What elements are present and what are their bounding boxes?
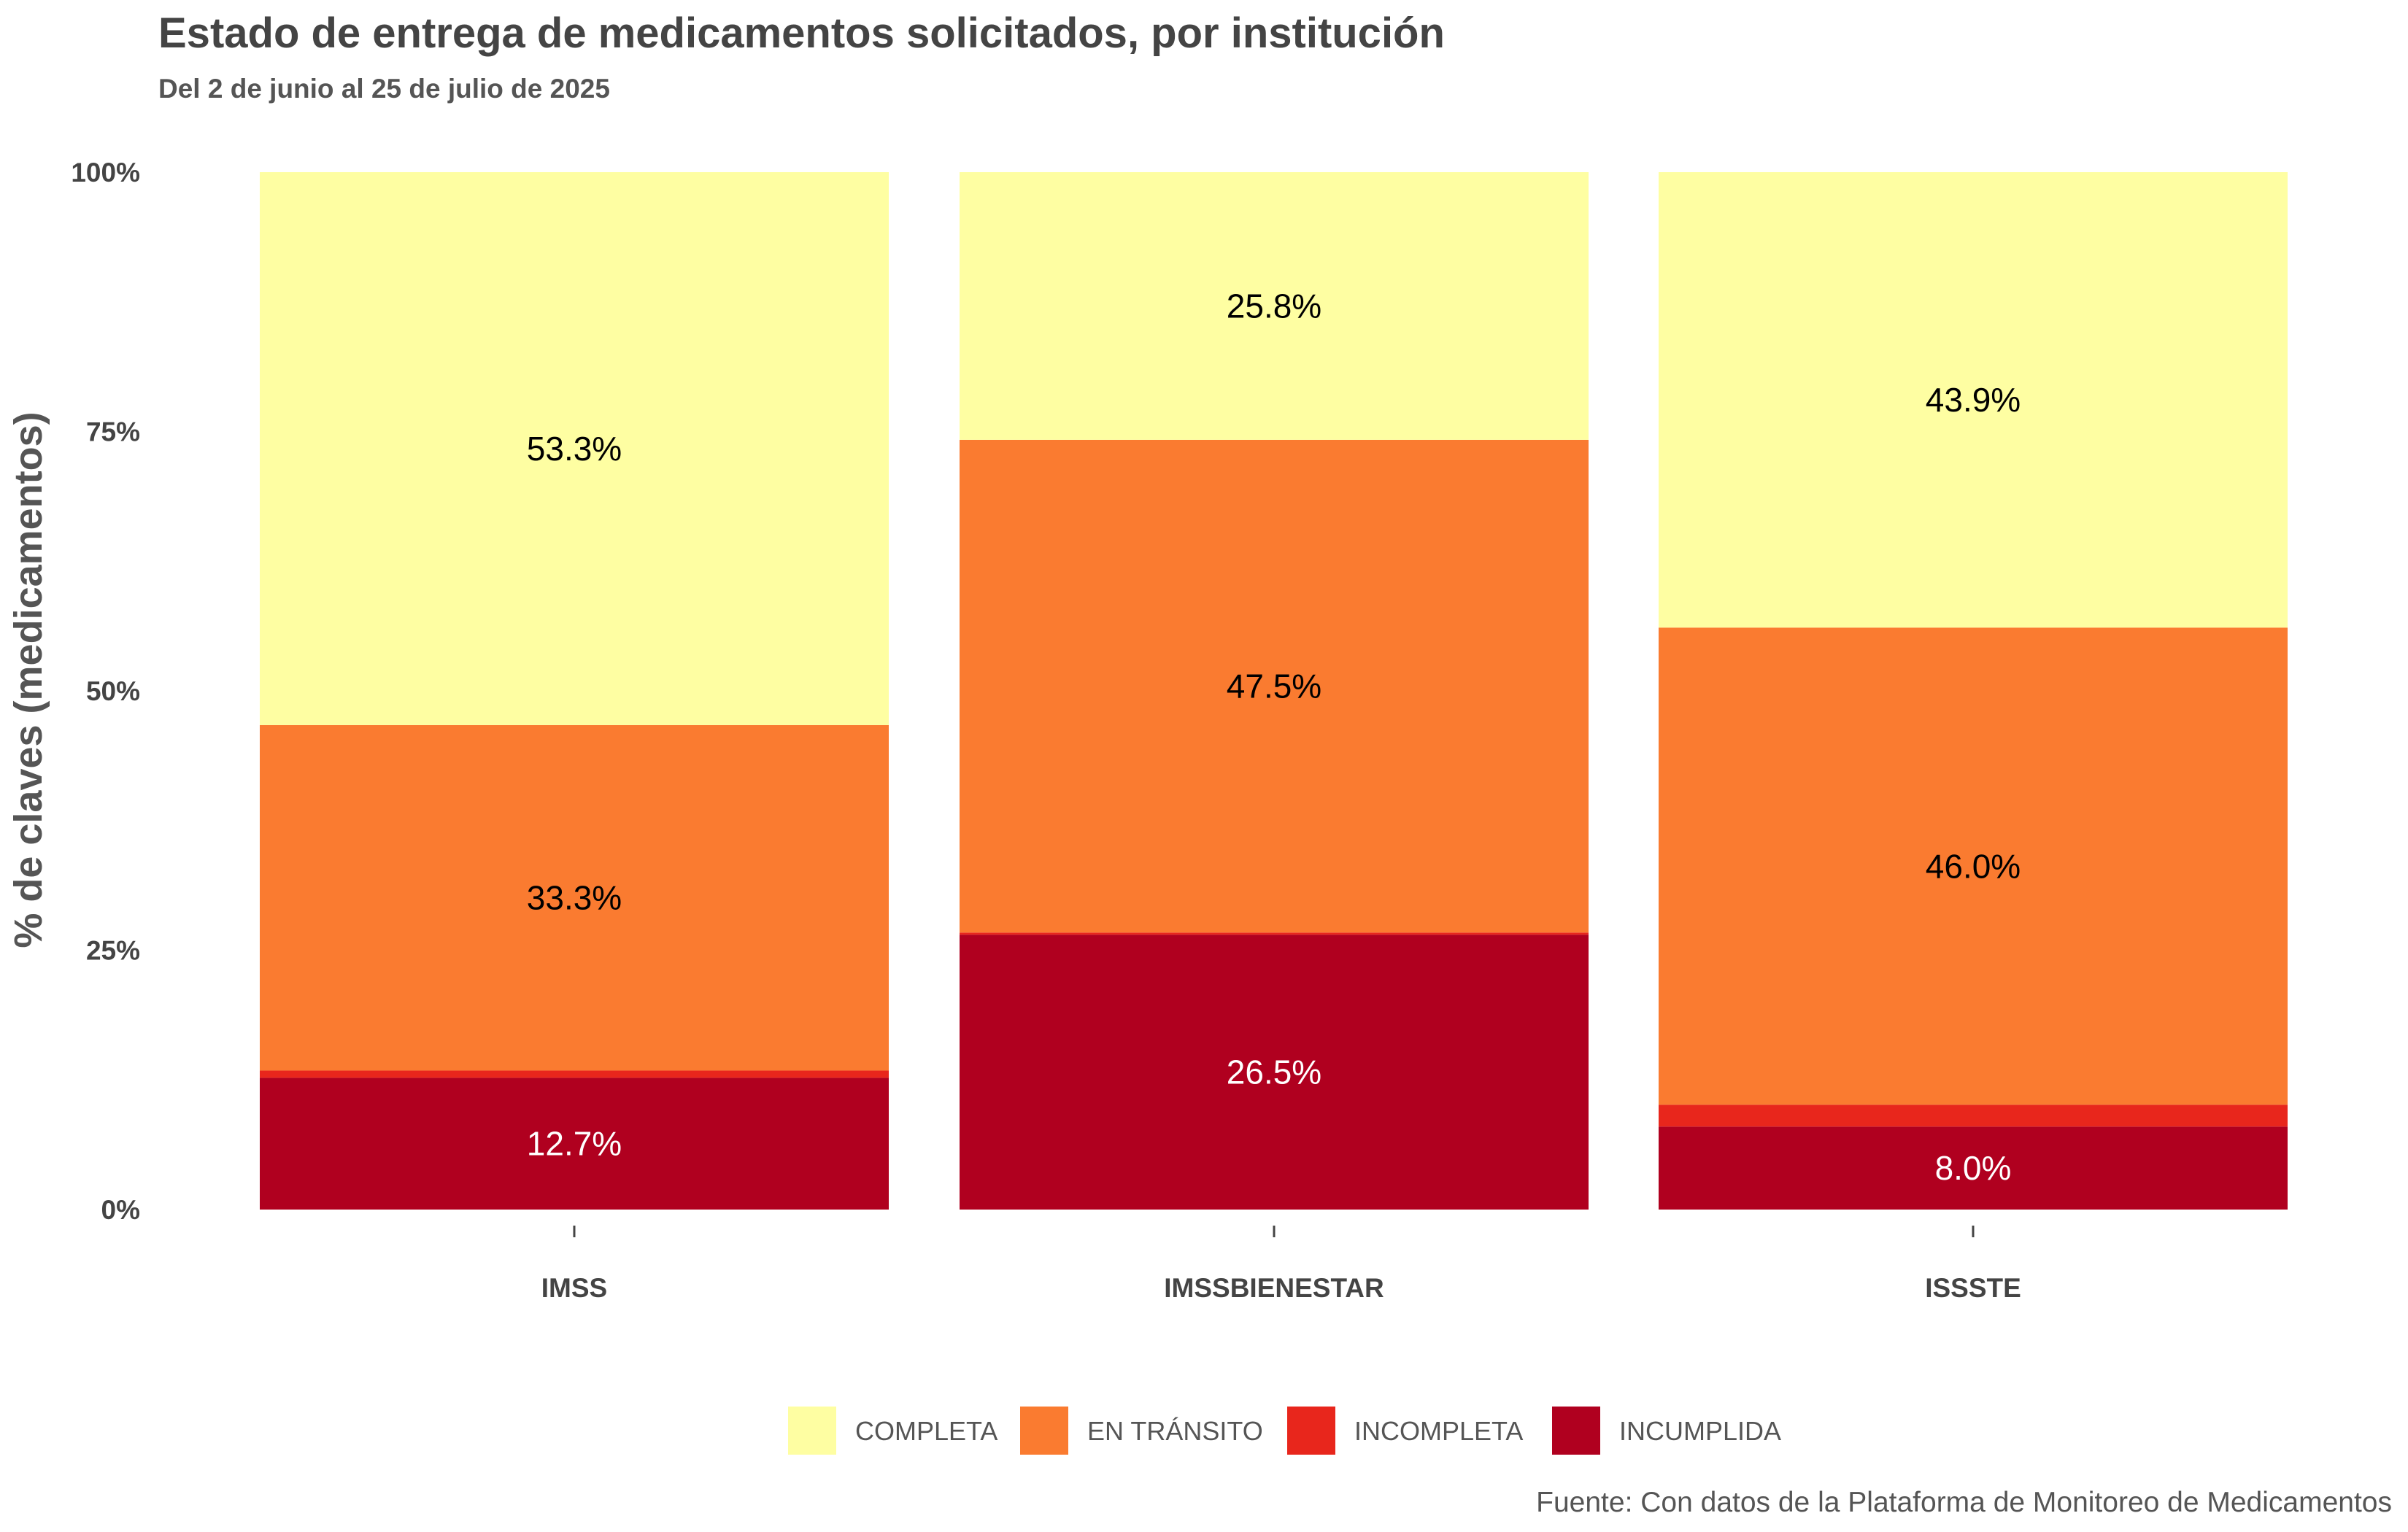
bar-data-label: 26.5% bbox=[1227, 1053, 1321, 1091]
x-tick-label: IMSSBIENESTAR bbox=[1164, 1273, 1384, 1303]
legend-swatch bbox=[788, 1407, 836, 1455]
x-axis-ticks: IMSS IMSSBIENESTAR ISSSTE bbox=[541, 1226, 2021, 1303]
y-axis-ticks: 0% 25% 50% 75% 100% bbox=[71, 158, 140, 1225]
bar-segment bbox=[960, 439, 1589, 933]
bar-segment bbox=[1659, 1104, 2288, 1127]
legend-label: COMPLETA bbox=[855, 1416, 997, 1446]
chart-caption: Fuente: Con datos de la Plataforma de Mo… bbox=[1536, 1487, 2392, 1518]
legend: COMPLETA EN TRÁNSITO INCOMPLETA INCUMPLIDA bbox=[788, 1407, 1781, 1455]
legend-label: INCUMPLIDA bbox=[1619, 1416, 1781, 1446]
y-tick-label: 0% bbox=[101, 1195, 140, 1225]
bar-segment bbox=[260, 1070, 889, 1078]
legend-label: INCOMPLETA bbox=[1354, 1416, 1523, 1446]
x-tick-label: ISSSTE bbox=[1925, 1273, 2021, 1303]
chart-subtitle: Del 2 de junio al 25 de julio de 2025 bbox=[158, 74, 610, 104]
bar-data-label: 25.8% bbox=[1227, 287, 1321, 325]
legend-swatch bbox=[1287, 1407, 1335, 1455]
y-tick-label: 100% bbox=[71, 158, 140, 187]
legend-swatch bbox=[1020, 1407, 1068, 1455]
bar-segment bbox=[1659, 1126, 2288, 1210]
y-tick-label: 75% bbox=[86, 417, 140, 447]
bar-segment bbox=[960, 172, 1589, 440]
bar-segment bbox=[960, 932, 1589, 935]
bar-data-label: 47.5% bbox=[1227, 668, 1321, 705]
legend-swatch bbox=[1552, 1407, 1600, 1455]
y-axis-label: % de claves (medicamentos) bbox=[7, 411, 50, 948]
bars: 12.7% 33.3% 53.3% 26.5% 47.5% 25.8% 8.0% 46.0% 4… bbox=[260, 172, 2288, 1210]
bar-data-label: 8.0% bbox=[1935, 1149, 2012, 1187]
bar-segment bbox=[1659, 172, 2288, 628]
bar-segment bbox=[1659, 627, 2288, 1105]
bar-segment bbox=[960, 935, 1589, 1210]
bar-segment bbox=[260, 172, 889, 725]
bar-data-label: 33.3% bbox=[527, 879, 622, 917]
x-tick-label: IMSS bbox=[541, 1273, 607, 1303]
bar-data-label: 46.0% bbox=[1926, 847, 2021, 885]
bar-segment bbox=[260, 1078, 889, 1210]
y-tick-label: 50% bbox=[86, 676, 140, 706]
bar-data-label: 53.3% bbox=[527, 430, 622, 468]
bar-data-label: 12.7% bbox=[527, 1125, 622, 1163]
bar-segment bbox=[260, 724, 889, 1071]
legend-label: EN TRÁNSITO bbox=[1087, 1416, 1263, 1446]
bar-data-label: 43.9% bbox=[1926, 381, 2021, 419]
chart-title: Estado de entrega de medicamentos solici… bbox=[158, 9, 1445, 57]
y-tick-label: 25% bbox=[86, 936, 140, 966]
